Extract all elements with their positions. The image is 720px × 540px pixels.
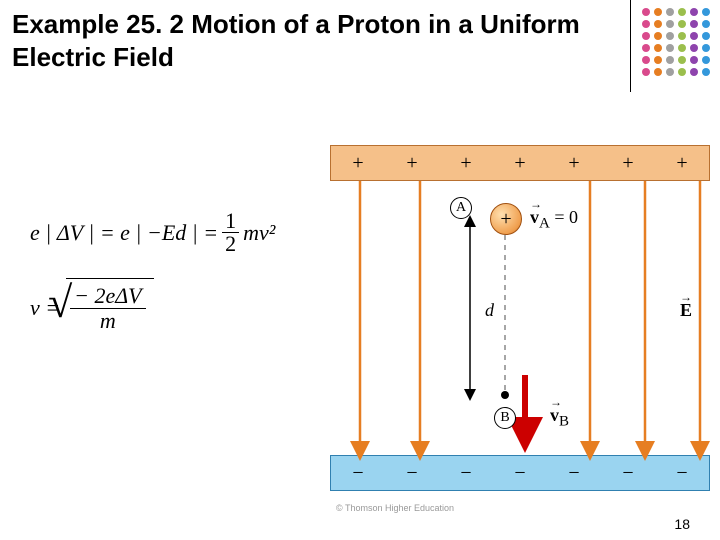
title-divider <box>630 0 631 92</box>
equations-block: e | ΔV | = e | −Ed | = 1 2 mv² v = √ − 2… <box>30 210 275 333</box>
distance-d-label: d <box>485 300 494 321</box>
radical-sign: √ <box>48 281 72 325</box>
field-e-label: E <box>680 300 692 321</box>
eq1-rhs: mv² <box>243 220 275 246</box>
page-number: 18 <box>674 516 690 532</box>
page-title: Example 25. 2 Motion of a Proton in a Un… <box>12 8 632 73</box>
point-b-marker: B <box>494 407 516 429</box>
point-a-marker: A <box>450 197 472 219</box>
physics-diagram: +++++++ −−−−−−− + A B vA <box>330 145 710 505</box>
proton-particle: + <box>490 203 522 235</box>
velocity-b-label: vB <box>550 405 569 431</box>
eq1-fraction: 1 2 <box>222 210 239 255</box>
velocity-a-label: vA = 0 <box>530 207 578 233</box>
eq2-radicand: − 2eΔV m <box>66 278 153 308</box>
eq2-sqrt: √ − 2eΔV m <box>66 283 153 333</box>
equation-2: v = √ − 2eΔV m <box>30 283 275 333</box>
equation-1: e | ΔV | = e | −Ed | = 1 2 mv² <box>30 210 275 255</box>
field-lines-svg <box>330 145 710 505</box>
copyright-text: © Thomson Higher Education <box>336 503 454 513</box>
eq1-lhs: e | ΔV | = e | −Ed | = <box>30 220 218 246</box>
decorative-dot-grid <box>640 6 712 78</box>
